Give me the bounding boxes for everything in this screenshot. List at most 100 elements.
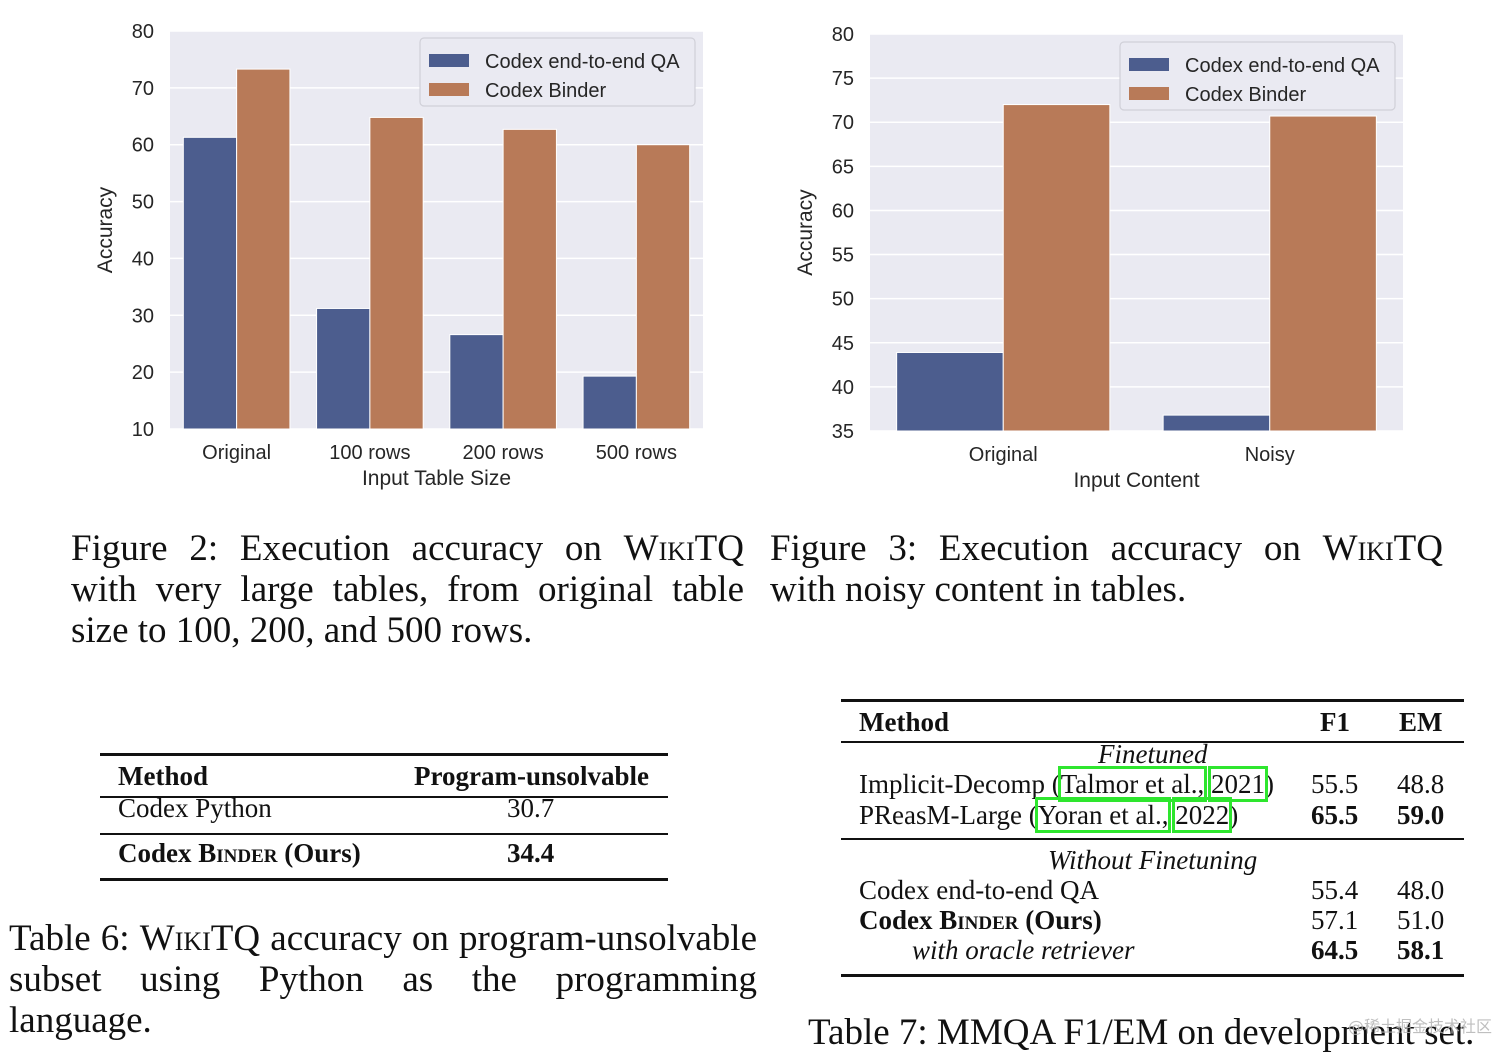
- figure-2-chart: 10 20 30 40 50 60 70 80 Original 100 rows 200 rows…: [0, 0, 740, 500]
- table-7-header-f1: F1: [1320, 707, 1350, 737]
- fig3-ytick-label: 45: [832, 333, 854, 355]
- figure-2-caption: Figure 2: Execution accuracy on WikiTQ w…: [71, 528, 744, 651]
- fig3-xlabel: Input Content: [1073, 469, 1199, 492]
- table-6-header-score: Program-unsolvable: [414, 761, 649, 791]
- fig2-xtick-label: 200 rows: [463, 442, 544, 464]
- table-7-row-2-em: 59.0: [1397, 800, 1445, 830]
- table-6-mid-rule: [100, 833, 668, 835]
- table-7-section-finetuned: Finetuned: [1098, 739, 1208, 769]
- table-7-row-2-close: ): [1229, 800, 1239, 830]
- fig2-legend-swatch: [429, 54, 469, 67]
- fig3-ytick-label: 50: [832, 289, 854, 311]
- figure-3-caption: Figure 3: Execution accuracy on WikiTQ w…: [770, 528, 1443, 610]
- citation-link-yoran[interactable]: Yoran et al.,: [1034, 797, 1172, 833]
- table-7-row-1-name: Implicit-Decomp (: [859, 769, 1061, 799]
- fig2-legend-label: Codex end-to-end QA: [485, 51, 680, 73]
- figure-2-caption-dataset: WikiTQ: [623, 528, 744, 569]
- table-7-header-em: EM: [1399, 707, 1443, 737]
- fig3-bar-binder: [1002, 104, 1111, 432]
- fig2-ytick-label: 10: [132, 419, 154, 441]
- fig3-legend-label: Codex end-to-end QA: [1185, 55, 1380, 77]
- fig3-ytick-label: 70: [832, 112, 854, 134]
- table-7-row-5-method: with oracle retriever: [912, 935, 1135, 965]
- table-6-top-rule: [100, 753, 668, 756]
- fig2-ytick-label: 30: [132, 305, 154, 327]
- table-6-row-1-method: Codex Python: [118, 793, 272, 823]
- table-7-row-5-f1: 64.5: [1311, 935, 1359, 965]
- citation-link-2022[interactable]: 2022: [1172, 797, 1233, 833]
- table-6-bottom-rule: [100, 878, 668, 881]
- figure-3-caption-rest: with noisy content in tables.: [770, 569, 1187, 610]
- fig2-bar-binder: [635, 144, 691, 430]
- table-7-row-2-f1: 65.5: [1311, 800, 1359, 830]
- watermark: @稀土掘金技术社区: [1347, 1017, 1492, 1036]
- table-6-row-2-value: 34.4: [507, 838, 555, 868]
- table-6-header-method: Method: [118, 761, 208, 791]
- table-7-row-4-method: Codex Binder (Ours): [859, 905, 1102, 936]
- table-7-section-without-finetuning: Without Finetuning: [1048, 845, 1258, 875]
- fig2-ytick-label: 60: [132, 135, 154, 157]
- table-7-header-rule: [841, 741, 1464, 743]
- table-7-row-5-em: 58.1: [1397, 935, 1445, 965]
- table-6-row-2-method-sc: inder: [216, 838, 278, 868]
- fig3-ytick-label: 80: [832, 24, 854, 46]
- table-6-caption-prefix: Table 6:: [9, 918, 140, 959]
- fig3-legend-swatch: [1129, 87, 1169, 100]
- fig2-bar-e2e: [316, 307, 371, 430]
- table-7-top-rule: [841, 699, 1464, 702]
- table-7-row-2-method: PReasM-Large (Yoran et al., 2022): [859, 797, 1239, 833]
- fig2-ylabel: Accuracy: [94, 186, 117, 273]
- figure-2-caption-rest: with very large tables, from original ta…: [71, 569, 744, 651]
- fig2-bar-e2e: [582, 375, 637, 430]
- table-7-row-4-em: 51.0: [1397, 905, 1445, 935]
- fig2-bar-binder: [236, 68, 291, 430]
- fig2-bar-e2e: [182, 136, 238, 430]
- fig3-xtick-label: Noisy: [1245, 444, 1295, 466]
- fig2-legend-swatch: [429, 83, 469, 96]
- table-7-row-1-close: ): [1265, 769, 1274, 799]
- table-7-row-4-sc: inder: [957, 905, 1019, 935]
- fig2-ytick-label: 40: [132, 248, 154, 270]
- citation-link-2021[interactable]: 2021: [1208, 766, 1268, 802]
- table-7-row-3-method: Codex end-to-end QA: [859, 875, 1099, 905]
- fig3-ytick-label: 55: [832, 245, 854, 267]
- table-7-caption: Table 7: MMQA F1/EM on development set.: [808, 1012, 1475, 1053]
- fig2-bar-e2e: [449, 334, 504, 430]
- table-6-row-1-value: 30.7: [507, 793, 555, 823]
- table-7-row-1-em: 48.8: [1397, 769, 1445, 799]
- table-6-caption-rest: accuracy on program-unsolvable subset us…: [9, 918, 758, 1041]
- table-6-caption: Table 6: WikiTQ accuracy on program-unso…: [9, 918, 757, 1041]
- fig2-ytick-label: 70: [132, 78, 154, 100]
- table-6-header-rule: [100, 796, 668, 798]
- fig2-xtick-label: 500 rows: [596, 442, 677, 464]
- fig2-ytick-label: 80: [132, 21, 154, 43]
- table-7-row-2-name: PReasM-Large (: [859, 800, 1038, 830]
- fig2-ytick-label: 50: [132, 192, 154, 214]
- fig3-ytick-label: 65: [832, 156, 854, 178]
- fig3-ytick-label: 75: [832, 68, 854, 90]
- table-6-caption-dataset: WikiTQ: [139, 918, 261, 959]
- fig3-bar-e2e: [1162, 414, 1271, 432]
- table-7-header-method: Method: [859, 707, 949, 737]
- fig3-legend-swatch: [1129, 58, 1169, 71]
- table-7-row-4-f1: 57.1: [1311, 905, 1359, 935]
- table-7-row-3-f1: 55.4: [1311, 875, 1359, 905]
- citation-link-talmor[interactable]: Talmor et al.,: [1057, 766, 1208, 802]
- fig3-xtick-label: Original: [969, 444, 1038, 466]
- table-7-row-3-em: 48.0: [1397, 875, 1445, 905]
- fig2-bar-binder: [369, 116, 424, 430]
- fig3-ylabel: Accuracy: [794, 189, 817, 276]
- table-6-row-2-method-prefix: Codex B: [118, 838, 217, 868]
- table-7-row-1-f1: 55.5: [1311, 769, 1359, 799]
- fig2-xlabel: Input Table Size: [362, 467, 511, 490]
- table-7-row-4-prefix: Codex B: [859, 905, 958, 935]
- table-7-bottom-rule: [841, 974, 1464, 977]
- figure-3-chart: 35 40 45 50 55 60 65 70 75 80 Original Noisy Input C…: [760, 0, 1512, 500]
- table-7-row-1-method: Implicit-Decomp (Talmor et al., 2021): [859, 766, 1274, 802]
- table-7-row-4-suffix: (Ours): [1018, 905, 1102, 935]
- fig2-ytick-label: 20: [132, 362, 154, 384]
- fig2-legend: [419, 37, 696, 107]
- table-7-mid-rule: [841, 838, 1464, 840]
- fig2-xtick-label: Original: [202, 442, 271, 464]
- fig3-ytick-label: 35: [832, 421, 854, 443]
